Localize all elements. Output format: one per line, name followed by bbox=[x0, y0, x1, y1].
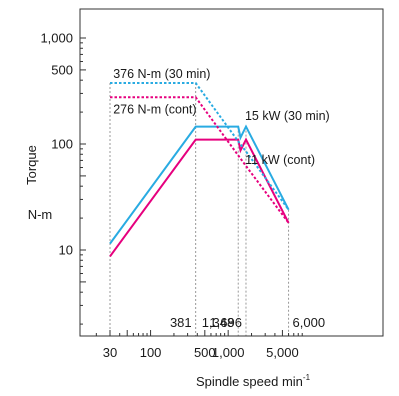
series-line-dotted-3 bbox=[110, 96, 290, 224]
speed-marker-lines bbox=[109, 83, 290, 336]
speed-marker-label: 1,696 bbox=[209, 315, 242, 330]
annotation-label: 376 N-m (30 min) bbox=[113, 67, 210, 81]
annotations: 376 N-m (30 min) 276 N-m (cont) 15 kW (30 … bbox=[113, 67, 329, 167]
y-axis-title: Torque bbox=[24, 145, 39, 185]
x-axis-title-superscript: -1 bbox=[303, 373, 311, 382]
series-line-dotted-2 bbox=[110, 82, 290, 211]
y-tick-label: 1,000 bbox=[40, 31, 73, 46]
speed-marker-label: 6,000 bbox=[293, 315, 326, 330]
x-axis-title: Spindle speed min-1 bbox=[196, 373, 311, 389]
x-tick-label: 30 bbox=[103, 345, 117, 360]
annotation-label: 276 N-m (cont) bbox=[113, 102, 196, 116]
x-axis-title-text: Spindle speed min bbox=[196, 374, 303, 389]
y-axis-unit: N-m bbox=[28, 207, 53, 222]
series-line-solid-0 bbox=[109, 124, 290, 245]
series-layer bbox=[109, 82, 290, 257]
y-tick-label: 500 bbox=[51, 62, 73, 77]
y-tick-label: 10 bbox=[59, 243, 73, 258]
annotation-label: 15 kW (30 min) bbox=[245, 109, 330, 123]
series-line-solid-1 bbox=[109, 137, 290, 257]
annotation-label: 11 kW (cont) bbox=[245, 153, 315, 167]
x-tick-label: 1,000 bbox=[212, 345, 245, 360]
y-tick-label: 100 bbox=[51, 137, 73, 152]
x-tick-label: 100 bbox=[140, 345, 162, 360]
speed-marker-label: 1,348 bbox=[202, 315, 235, 330]
speed-marker-label: 381 bbox=[170, 315, 192, 330]
x-tick-label: 500 bbox=[194, 345, 216, 360]
x-tick-label: 5,000 bbox=[266, 345, 299, 360]
plot-frame bbox=[79, 8, 384, 337]
